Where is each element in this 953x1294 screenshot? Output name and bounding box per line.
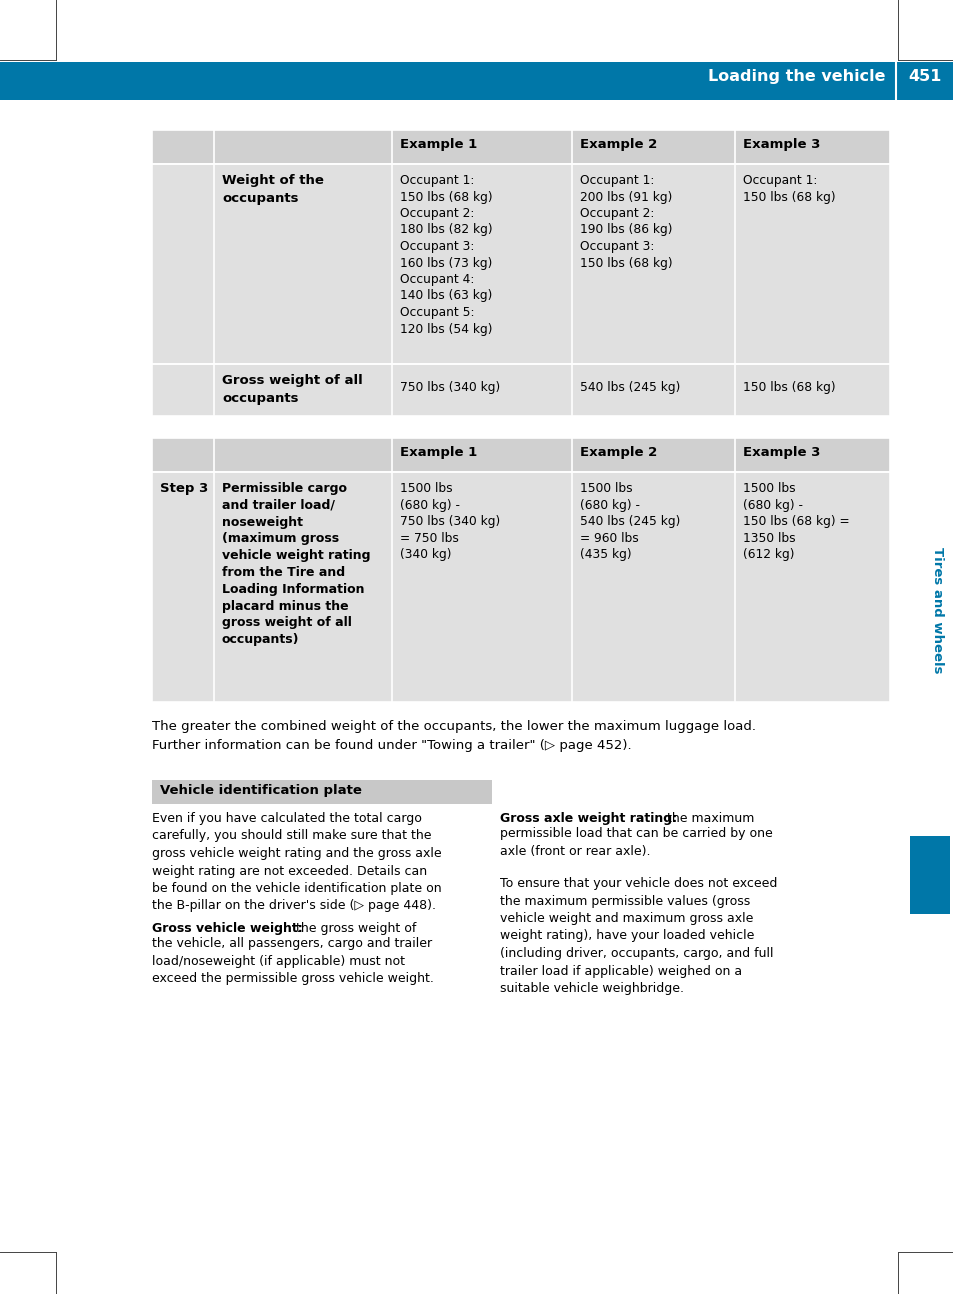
Bar (152, 472, 889, 703)
Text: Even if you have calculated the total cargo
carefully, you should still make sur: Even if you have calculated the total ca… (152, 813, 441, 912)
Text: Weight of the
occupants: Weight of the occupants (222, 173, 323, 204)
Text: Gross axle weight rating:: Gross axle weight rating: (499, 813, 677, 826)
Text: 1500 lbs
(680 kg) -
750 lbs (340 kg)
= 750 lbs
(340 kg): 1500 lbs (680 kg) - 750 lbs (340 kg) = 7… (399, 481, 499, 562)
Text: 1500 lbs
(680 kg) -
150 lbs (68 kg) =
1350 lbs
(612 kg): 1500 lbs (680 kg) - 150 lbs (68 kg) = 13… (742, 481, 849, 562)
Bar (152, 364, 889, 415)
Text: Occupant 1:
200 lbs (91 kg)
Occupant 2:
190 lbs (86 kg)
Occupant 3:
150 lbs (68 : Occupant 1: 200 lbs (91 kg) Occupant 2: … (579, 173, 672, 269)
Text: Loading the vehicle: Loading the vehicle (708, 69, 885, 84)
Text: Step 3: Step 3 (160, 481, 208, 496)
Text: To ensure that your vehicle does not exceed
the maximum permissible values (gros: To ensure that your vehicle does not exc… (499, 877, 777, 995)
Text: 540 lbs (245 kg): 540 lbs (245 kg) (579, 380, 679, 393)
Text: Example 2: Example 2 (579, 446, 657, 459)
Bar (152, 129, 889, 164)
Text: Tires and wheels: Tires and wheels (930, 547, 943, 673)
Text: Permissible cargo
and trailer load/
noseweight
(maximum gross
vehicle weight rat: Permissible cargo and trailer load/ nose… (222, 481, 370, 646)
Text: The greater the combined weight of the occupants, the lower the maximum luggage : The greater the combined weight of the o… (152, 719, 755, 752)
Text: the vehicle, all passengers, cargo and trailer
load/noseweight (if applicable) m: the vehicle, all passengers, cargo and t… (152, 937, 434, 985)
Text: 451: 451 (907, 69, 941, 84)
Text: Example 2: Example 2 (579, 138, 657, 151)
Text: Occupant 1:
150 lbs (68 kg)
Occupant 2:
180 lbs (82 kg)
Occupant 3:
160 lbs (73 : Occupant 1: 150 lbs (68 kg) Occupant 2: … (399, 173, 492, 335)
Text: Gross vehicle weight:: Gross vehicle weight: (152, 923, 302, 936)
Text: permissible load that can be carried by one
axle (front or rear axle).: permissible load that can be carried by … (499, 827, 772, 858)
Text: Vehicle identification plate: Vehicle identification plate (160, 784, 361, 797)
Bar (152, 164, 889, 364)
Text: the gross weight of: the gross weight of (292, 923, 416, 936)
Bar (152, 437, 889, 472)
Text: 1500 lbs
(680 kg) -
540 lbs (245 kg)
= 960 lbs
(435 kg): 1500 lbs (680 kg) - 540 lbs (245 kg) = 9… (579, 481, 679, 562)
Text: Gross weight of all
occupants: Gross weight of all occupants (222, 374, 362, 405)
Text: Example 1: Example 1 (399, 446, 476, 459)
Bar (909, 836, 949, 914)
Text: 750 lbs (340 kg): 750 lbs (340 kg) (399, 380, 499, 393)
Text: Example 1: Example 1 (399, 138, 476, 151)
Text: Example 3: Example 3 (742, 446, 820, 459)
Text: the maximum: the maximum (662, 813, 754, 826)
Text: 150 lbs (68 kg): 150 lbs (68 kg) (742, 380, 835, 393)
Bar (0, 62, 953, 100)
Bar (152, 780, 492, 804)
Text: Example 3: Example 3 (742, 138, 820, 151)
Text: Occupant 1:
150 lbs (68 kg): Occupant 1: 150 lbs (68 kg) (742, 173, 835, 203)
